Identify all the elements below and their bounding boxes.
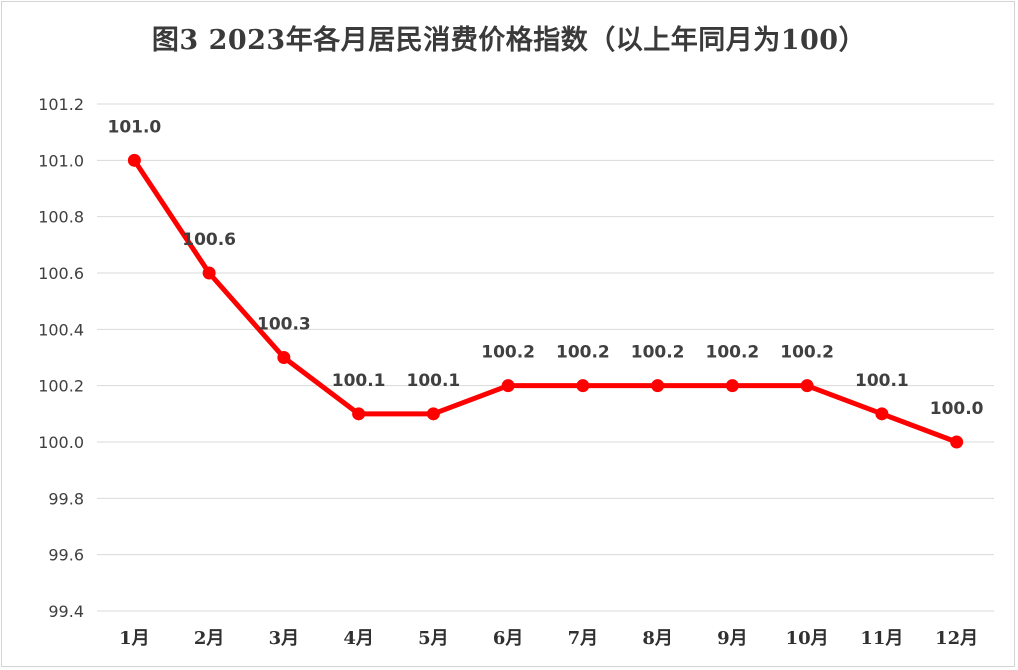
- series-line: [131, 157, 960, 445]
- data-point: [875, 407, 889, 421]
- x-tick-label: 3月: [269, 628, 300, 649]
- data-label: 100.2: [780, 343, 834, 363]
- data-point: [576, 379, 590, 393]
- x-tick-label: 2月: [194, 628, 225, 649]
- data-label: 100.1: [855, 371, 909, 391]
- series-cpi: [127, 153, 964, 449]
- data-label: 100.1: [406, 371, 460, 391]
- data-point: [501, 379, 515, 393]
- y-tick-label: 100.0: [38, 433, 84, 452]
- data-point: [426, 407, 440, 421]
- data-point: [800, 379, 814, 393]
- y-axis: 99.4 99.6 99.8 100.0 100.2 100.4 100.6 100.8 101…: [38, 95, 84, 621]
- y-tick-label: 99.8: [48, 489, 84, 508]
- x-axis: 1月 2月 3月 4月 5月 6月 7月 8月 9月 10月 11月 12月: [119, 628, 978, 649]
- data-label: 100.6: [182, 230, 236, 250]
- y-tick-label: 100.8: [38, 208, 84, 227]
- x-tick-label: 4月: [343, 628, 374, 649]
- y-tick-label: 100.2: [38, 377, 84, 396]
- x-tick-label: 9月: [717, 628, 748, 649]
- data-point: [950, 435, 964, 449]
- data-label: 100.2: [631, 343, 685, 363]
- data-point: [277, 351, 291, 364]
- x-tick-label: 7月: [568, 628, 599, 649]
- gridlines: [97, 103, 994, 612]
- data-label: 100.2: [556, 343, 610, 363]
- data-point: [127, 153, 141, 167]
- x-tick-label: 5月: [418, 628, 449, 649]
- data-point: [352, 407, 366, 421]
- data-label: 101.0: [107, 117, 161, 137]
- data-label: 100.0: [930, 399, 984, 419]
- y-tick-label: 101.2: [38, 95, 84, 114]
- data-label: 100.1: [332, 371, 386, 391]
- x-tick-label: 8月: [642, 628, 673, 649]
- x-tick-label: 12月: [935, 628, 978, 649]
- y-tick-label: 100.6: [38, 264, 84, 283]
- y-tick-label: 100.4: [38, 320, 84, 339]
- y-tick-label: 99.6: [48, 546, 84, 565]
- data-label: 100.2: [705, 343, 759, 363]
- data-label: 100.2: [481, 343, 535, 363]
- y-tick-label: 99.4: [48, 602, 84, 621]
- y-tick-label: 101.0: [38, 151, 84, 170]
- chart-title: 图3 2023年各月居民消费价格指数（以上年同月为100）: [151, 25, 867, 56]
- x-tick-label: 6月: [493, 628, 524, 649]
- data-label: 100.3: [257, 315, 311, 335]
- data-labels: 101.0 100.6 100.3 100.1 100.1 100.2 100.2 100.2…: [107, 117, 983, 419]
- data-point: [725, 379, 739, 393]
- x-tick-label: 11月: [860, 628, 903, 649]
- x-tick-label: 1月: [119, 628, 150, 649]
- x-tick-label: 10月: [786, 628, 829, 649]
- data-point: [202, 266, 216, 280]
- data-point: [651, 379, 665, 393]
